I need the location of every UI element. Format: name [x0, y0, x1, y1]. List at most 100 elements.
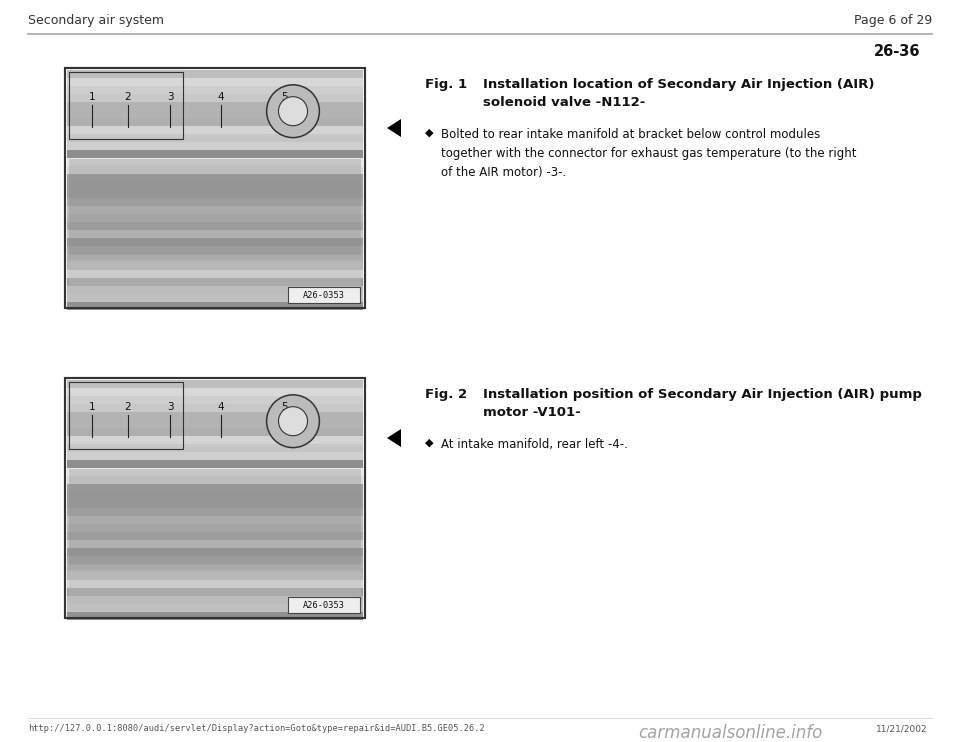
Bar — [67, 158, 363, 166]
Bar — [67, 516, 363, 524]
Text: motor -V101-: motor -V101- — [483, 406, 581, 419]
Bar — [67, 190, 363, 198]
Text: A26-0353: A26-0353 — [303, 600, 345, 609]
Bar — [69, 160, 361, 260]
Bar — [67, 150, 363, 158]
Bar — [67, 278, 363, 286]
Polygon shape — [387, 429, 401, 447]
Bar — [67, 78, 363, 86]
Text: ◆: ◆ — [425, 128, 434, 138]
Bar — [67, 428, 363, 436]
Bar — [67, 222, 363, 230]
Text: Bolted to rear intake manifold at bracket below control modules
together with th: Bolted to rear intake manifold at bracke… — [441, 128, 856, 179]
Text: http://127.0.0.1:8080/audi/servlet/Display?action=Goto&type=repair&id=AUDI.B5.GE: http://127.0.0.1:8080/audi/servlet/Displ… — [28, 724, 485, 733]
Bar — [67, 254, 363, 262]
Bar — [69, 565, 361, 611]
Bar — [67, 134, 363, 142]
Bar — [67, 174, 363, 182]
Bar — [65, 378, 365, 618]
Bar — [69, 469, 361, 570]
Bar — [67, 380, 363, 388]
Text: Fig. 2: Fig. 2 — [425, 388, 468, 401]
Bar — [67, 564, 363, 572]
Bar — [67, 436, 363, 444]
Bar — [67, 548, 363, 556]
Bar — [67, 102, 363, 110]
Text: 5: 5 — [280, 402, 287, 412]
Bar — [65, 68, 365, 308]
Bar — [67, 214, 363, 222]
Bar — [69, 72, 183, 139]
Bar — [67, 262, 363, 270]
Bar — [67, 404, 363, 412]
Bar — [67, 484, 363, 492]
Bar — [67, 70, 363, 137]
Text: 3: 3 — [167, 92, 174, 102]
Bar — [67, 110, 363, 118]
Bar — [67, 492, 363, 500]
Bar — [67, 70, 363, 78]
Bar — [67, 460, 363, 468]
Text: At intake manifold, rear left -4-.: At intake manifold, rear left -4-. — [441, 438, 628, 451]
Circle shape — [278, 407, 307, 436]
Text: solenoid valve -N112-: solenoid valve -N112- — [483, 96, 645, 109]
Bar — [67, 142, 363, 150]
Bar — [67, 540, 363, 548]
Bar — [67, 572, 363, 580]
Bar — [67, 532, 363, 540]
Text: A26-0353: A26-0353 — [303, 291, 345, 300]
Text: 1: 1 — [88, 92, 95, 102]
Text: 1: 1 — [88, 402, 95, 412]
Bar — [65, 68, 365, 308]
Bar — [67, 444, 363, 452]
Text: ◆: ◆ — [425, 438, 434, 448]
Bar — [67, 396, 363, 404]
Bar — [67, 556, 363, 564]
Bar — [67, 596, 363, 604]
Text: 2: 2 — [125, 402, 132, 412]
Bar — [69, 255, 361, 301]
Text: Secondary air system: Secondary air system — [28, 14, 164, 27]
Bar — [67, 524, 363, 532]
Text: carmanualsonline.info: carmanualsonline.info — [638, 724, 823, 742]
Bar — [288, 287, 360, 303]
Bar — [67, 182, 363, 190]
Bar — [67, 580, 363, 588]
Bar — [67, 166, 363, 174]
Bar — [67, 294, 363, 302]
Bar — [67, 612, 363, 620]
Bar — [65, 378, 365, 618]
Bar — [67, 286, 363, 294]
Bar — [67, 126, 363, 134]
Bar — [67, 238, 363, 246]
Bar — [67, 86, 363, 94]
Bar — [67, 118, 363, 126]
Text: Page 6 of 29: Page 6 of 29 — [853, 14, 932, 27]
Bar — [67, 500, 363, 508]
Bar — [288, 597, 360, 613]
Bar — [67, 420, 363, 428]
Bar — [67, 206, 363, 214]
Circle shape — [267, 85, 320, 137]
Bar — [67, 412, 363, 420]
Bar — [67, 94, 363, 102]
Bar — [67, 270, 363, 278]
Text: 5: 5 — [280, 92, 287, 102]
Text: 3: 3 — [167, 402, 174, 412]
Bar — [67, 508, 363, 516]
Bar — [67, 246, 363, 254]
Bar — [67, 388, 363, 396]
Circle shape — [278, 96, 307, 125]
Text: 26-36: 26-36 — [874, 44, 920, 59]
Bar — [67, 476, 363, 484]
Circle shape — [267, 395, 320, 447]
Bar — [69, 382, 183, 449]
Bar — [67, 302, 363, 310]
Bar — [67, 468, 363, 476]
Bar — [67, 198, 363, 206]
Text: Installation position of Secondary Air Injection (AIR) pump: Installation position of Secondary Air I… — [483, 388, 922, 401]
Polygon shape — [387, 119, 401, 137]
Bar — [67, 588, 363, 596]
Text: 4: 4 — [218, 402, 225, 412]
Text: 4: 4 — [218, 92, 225, 102]
